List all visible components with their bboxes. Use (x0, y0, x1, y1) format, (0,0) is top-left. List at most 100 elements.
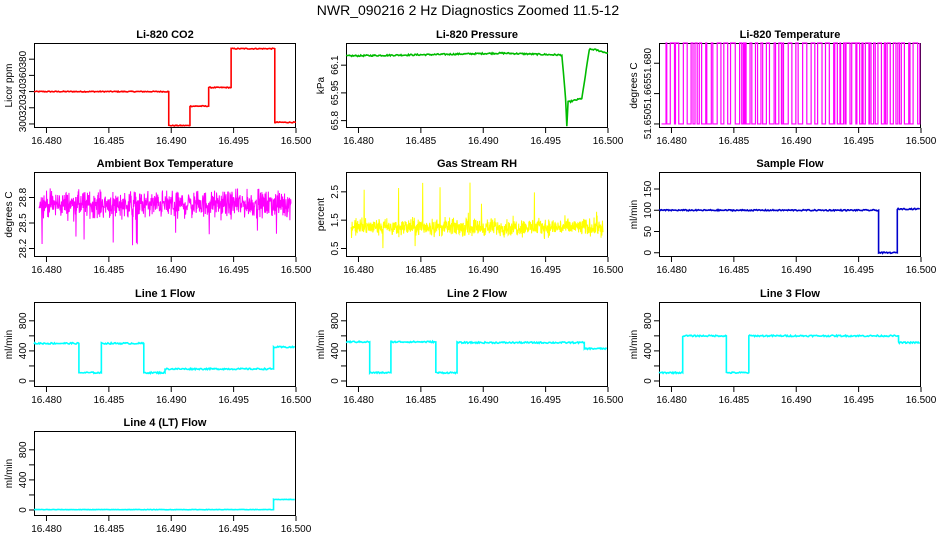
x-tick-label: 16.500 (281, 395, 312, 406)
data-series-line (345, 47, 609, 127)
data-series-line (33, 47, 297, 127)
data-series-line (658, 207, 921, 255)
x-tick-label: 16.480 (31, 265, 62, 276)
x-tick-label: 16.495 (530, 395, 561, 406)
x-tick-label: 16.500 (906, 395, 936, 406)
x-tick-label: 16.500 (906, 136, 936, 147)
x-tick-label: 16.485 (94, 265, 125, 276)
x-tick-label: 16.490 (156, 395, 187, 406)
y-tick-label: 400 (18, 342, 29, 359)
y-tick-label: 0 (643, 250, 654, 256)
plot-frame (346, 172, 608, 257)
y-tick-label: 65.8 (330, 110, 341, 130)
y-tick-label: 360 (18, 67, 29, 84)
data-series-line (33, 341, 296, 375)
x-tick-label: 16.500 (593, 395, 624, 406)
y-tick-label: 150 (643, 180, 654, 197)
y-axis-label: ml/min (629, 330, 640, 359)
x-tick-label: 16.480 (31, 524, 62, 535)
y-axis-label: degrees C (4, 191, 15, 237)
x-tick-label: 16.495 (843, 265, 874, 276)
x-tick-label: 16.490 (781, 136, 812, 147)
x-tick-label: 16.500 (593, 265, 624, 276)
x-tick-label: 16.495 (218, 524, 249, 535)
y-tick-label: 51.680 (643, 48, 654, 79)
li820-temperature-chart: Li-820 Temperature 16.480 16.485 16.490 16.4… (629, 29, 936, 147)
page-title: NWR_090216 2 Hz Diagnostics Zoomed 11.5-… (316, 2, 620, 18)
y-tick-label: 50 (643, 226, 654, 238)
x-tick-label: 16.480 (656, 136, 687, 147)
y-tick-label: 51.650 (643, 108, 654, 139)
x-tick-label: 16.485 (406, 136, 437, 147)
y-tick-label: 400 (330, 342, 341, 359)
x-tick-label: 16.495 (530, 136, 561, 147)
li820-pressure-chart: Li-820 Pressure 16.480 16.485 16.490 16.495 1… (316, 29, 624, 147)
x-tick-label: 16.490 (781, 265, 812, 276)
x-tick-label: 16.485 (94, 524, 125, 535)
plot-frame (34, 302, 296, 387)
y-axis-label: degrees C (629, 62, 640, 108)
sample-flow-chart: Sample Flow 16.480 16.485 16.490 16.495 16.50… (629, 158, 936, 276)
line-3-flow-chart: Line 3 Flow 16.480 16.485 16.490 16.495 16.50… (629, 288, 936, 406)
x-tick-label: 16.500 (281, 524, 312, 535)
x-tick-label: 16.490 (156, 524, 187, 535)
panel-title: Line 4 (LT) Flow (124, 417, 207, 429)
panel-title: Li-820 CO2 (136, 29, 193, 41)
panel-title: Sample Flow (756, 158, 824, 170)
x-tick-label: 16.500 (281, 136, 312, 147)
x-tick-label: 16.485 (406, 265, 437, 276)
x-tick-label: 16.490 (468, 136, 499, 147)
y-tick-label: 800 (330, 312, 341, 329)
y-axis-label: Licor ppm (4, 64, 15, 108)
line-2-flow-chart: Line 2 Flow 16.480 16.485 16.490 16.495 16.50… (316, 288, 624, 406)
y-tick-label: 0.5 (330, 241, 341, 255)
y-axis-label: ml/min (629, 200, 640, 229)
x-tick-label: 16.490 (156, 136, 187, 147)
y-tick-label: 800 (18, 312, 29, 329)
line-1-flow-chart: Line 1 Flow 16.480 16.485 16.490 16.495 16.50… (4, 288, 312, 406)
x-tick-label: 16.480 (31, 395, 62, 406)
data-series-line (38, 188, 292, 246)
plot-frame (34, 172, 296, 257)
x-tick-label: 16.490 (156, 265, 187, 276)
y-tick-label: 0 (643, 378, 654, 384)
x-tick-label: 16.480 (31, 136, 62, 147)
y-tick-label: 0 (330, 378, 341, 384)
x-tick-label: 16.495 (218, 136, 249, 147)
y-axis-label: kPa (316, 76, 327, 94)
y-tick-label: 2.5 (330, 184, 341, 198)
x-tick-label: 16.500 (593, 136, 624, 147)
y-tick-label: 66.1 (330, 55, 341, 75)
x-tick-label: 16.485 (94, 136, 125, 147)
x-tick-label: 16.485 (719, 136, 750, 147)
panel-title: Li-820 Temperature (740, 29, 841, 41)
x-tick-label: 16.480 (343, 265, 374, 276)
data-series-line (658, 333, 921, 375)
ambient-box-temperature-chart: Ambient Box Temperature 16.480 16.485 16.49… (4, 158, 312, 276)
x-tick-label: 16.495 (218, 395, 249, 406)
x-tick-label: 16.480 (656, 265, 687, 276)
y-tick-label: 0 (18, 378, 29, 384)
plot-frame (659, 302, 921, 387)
panel-title: Line 2 Flow (447, 288, 507, 300)
y-tick-label: 400 (643, 342, 654, 359)
x-tick-label: 16.490 (468, 395, 499, 406)
y-tick-label: 0 (18, 507, 29, 513)
x-tick-label: 16.500 (281, 265, 312, 276)
y-axis-label: ml/min (316, 330, 327, 359)
y-tick-label: 100 (643, 201, 654, 218)
y-tick-label: 65.95 (330, 80, 341, 105)
y-tick-label: 28.2 (18, 238, 29, 258)
x-tick-label: 16.485 (719, 265, 750, 276)
x-tick-label: 16.480 (343, 395, 374, 406)
y-tick-label: 380 (18, 50, 29, 67)
panel-title: Ambient Box Temperature (97, 158, 234, 170)
plot-frame (659, 172, 921, 257)
data-series-line (350, 182, 604, 249)
panel-title: Line 1 Flow (135, 288, 195, 300)
y-tick-label: 320 (18, 99, 29, 116)
panel-title: Li-820 Pressure (436, 29, 518, 41)
y-tick-label: 340 (18, 83, 29, 100)
plot-frame (34, 43, 296, 128)
y-axis-label: percent (316, 198, 327, 232)
